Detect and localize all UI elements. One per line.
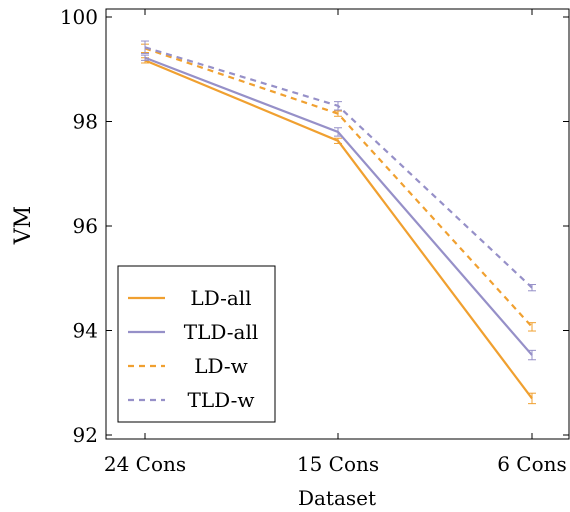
y-tick-label: 100 <box>60 5 98 29</box>
y-tick-label: 98 <box>73 110 98 134</box>
legend-label-ld-w: LD-w <box>194 354 248 378</box>
legend-label-tld-w: TLD-w <box>188 388 255 412</box>
x-axis-label: Dataset <box>298 486 376 510</box>
x-tick-label: 6 Cons <box>497 452 567 476</box>
legend-label-ld-all: LD-all <box>190 286 251 310</box>
legend-label-tld-all: TLD-all <box>184 320 259 344</box>
y-axis-label: VM <box>11 206 36 245</box>
series-line-tld-w <box>144 46 533 289</box>
legend: LD-all TLD-all LD-w TLD-w <box>117 265 276 423</box>
x-tick-label: 15 Cons <box>297 452 379 476</box>
y-tick-label: 92 <box>73 423 98 447</box>
y-tick-label: 96 <box>73 214 98 238</box>
legend-box <box>117 265 276 423</box>
x-tick-label: 24 Cons <box>104 452 186 476</box>
y-tick-label: 94 <box>73 319 98 343</box>
